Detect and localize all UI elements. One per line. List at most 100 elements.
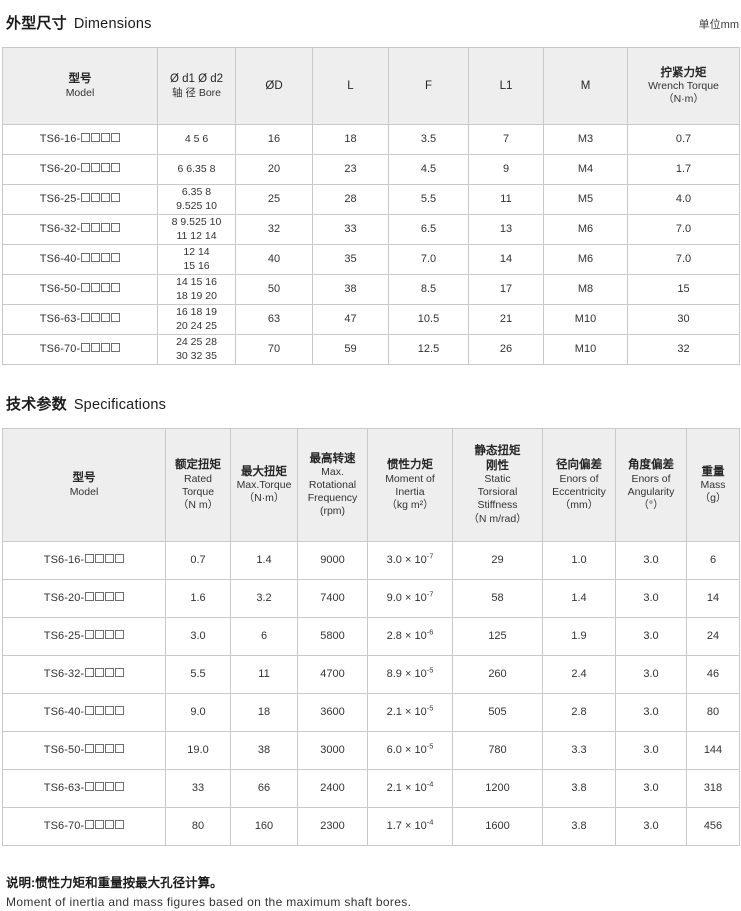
dimensions-col-f: F bbox=[388, 47, 469, 125]
model-name-cell: TS6-70- bbox=[2, 334, 158, 365]
table-row: TS6-63- 33 66 2400 2.1 × 10-4 1200 3.8 3.0 318 bbox=[2, 769, 740, 808]
l1-dimension-cell: 21 bbox=[468, 304, 544, 335]
specifications-title-cn: 技术参数 bbox=[6, 396, 67, 413]
dimensions-title-en: Dimensions bbox=[73, 16, 152, 32]
model-placeholder-square bbox=[115, 820, 125, 830]
l1-dimension-cell: 11 bbox=[468, 184, 544, 215]
dimensions-col-m: M bbox=[543, 47, 628, 125]
thread-size-cell: M3 bbox=[543, 124, 628, 155]
table-row: TS6-25- 6.35 8 9.525 10 25 28 5.5 11 M5 4.0 bbox=[2, 184, 740, 215]
dimensions-col-l1: L1 bbox=[468, 47, 544, 125]
outer-diameter-cell: 20 bbox=[235, 154, 313, 185]
model-placeholder-square bbox=[105, 744, 115, 754]
thread-size-cell: M8 bbox=[543, 274, 628, 305]
mass-cell: 144 bbox=[686, 731, 740, 770]
specifications-title-row: 技术参数 Specifications bbox=[0, 393, 741, 414]
model-placeholder-square bbox=[85, 554, 95, 564]
mass-cell: 46 bbox=[686, 655, 740, 694]
spec-sheet-page: 外型尺寸 Dimensions 单位mm 型号 Model Ø d1 Ø d2 轴… bbox=[0, 12, 741, 909]
f-dimension-cell: 8.5 bbox=[388, 274, 469, 305]
f-dimension-cell: 7.0 bbox=[388, 244, 469, 275]
f-dimension-cell: 4.5 bbox=[388, 154, 469, 185]
specifications-table: 型号 Model 额定扭矩 Rated Torque （N m） 最大扭矩 Max.Torqu… bbox=[2, 428, 740, 846]
max-torque-cell: 11 bbox=[230, 655, 298, 694]
spec-col-static-torsional-stiffness: 静态扭矩 刚性 Static Torsioral Stiffness （N m/rad） bbox=[452, 428, 543, 542]
eccentricity-cell: 1.9 bbox=[542, 617, 616, 656]
model-name-text: TS6-40- bbox=[43, 705, 85, 718]
model-name-text: TS6-25- bbox=[43, 629, 85, 642]
model-placeholder-square bbox=[95, 630, 105, 640]
wrench-torque-cell: 1.7 bbox=[627, 154, 740, 185]
rated-torque-cell: 33 bbox=[165, 769, 231, 808]
model-name-text: TS6-70- bbox=[39, 342, 81, 355]
eccentricity-cell: 3.8 bbox=[542, 807, 616, 846]
model-placeholder-square bbox=[91, 193, 101, 203]
model-placeholder-square bbox=[95, 706, 105, 716]
rated-torque-cell: 3.0 bbox=[165, 617, 231, 656]
model-name-cell: TS6-16- bbox=[2, 541, 166, 580]
model-placeholder-square bbox=[111, 283, 121, 293]
angularity-cell: 3.0 bbox=[615, 579, 687, 618]
l1-dimension-cell: 13 bbox=[468, 214, 544, 245]
table-row: TS6-50- 19.0 38 3000 6.0 × 10-5 780 3.3 3.0 144 bbox=[2, 731, 740, 770]
length-cell: 35 bbox=[312, 244, 389, 275]
model-placeholder-square bbox=[91, 313, 101, 323]
wrench-torque-cell: 7.0 bbox=[627, 244, 740, 275]
thread-size-cell: M6 bbox=[543, 244, 628, 275]
dimensions-title-row: 外型尺寸 Dimensions 单位mm bbox=[0, 12, 741, 33]
bore-cell: 12 14 15 16 bbox=[157, 244, 236, 275]
model-placeholder-square bbox=[115, 630, 125, 640]
model-placeholder-square bbox=[85, 592, 95, 602]
model-placeholder-square bbox=[115, 668, 125, 678]
model-placeholder-square bbox=[91, 163, 101, 173]
model-placeholder-square bbox=[115, 706, 125, 716]
rated-torque-cell: 1.6 bbox=[165, 579, 231, 618]
model-placeholder-square bbox=[95, 820, 105, 830]
eccentricity-cell: 3.8 bbox=[542, 769, 616, 808]
dimensions-col-wrench-torque: 拧紧力矩 Wrench Torque （N·m） bbox=[627, 47, 740, 125]
model-name-cell: TS6-70- bbox=[2, 807, 166, 846]
table-row: TS6-40- 9.0 18 3600 2.1 × 10-5 505 2.8 3.0 80 bbox=[2, 693, 740, 732]
model-name-text: TS6-40- bbox=[39, 252, 81, 265]
wrench-torque-cell: 15 bbox=[627, 274, 740, 305]
model-placeholder-square bbox=[85, 782, 95, 792]
model-placeholder-square bbox=[105, 820, 115, 830]
wrench-torque-cell: 32 bbox=[627, 334, 740, 365]
max-rotational-frequency-cell: 3000 bbox=[297, 731, 368, 770]
model-name-cell: TS6-32- bbox=[2, 655, 166, 694]
bore-cell: 24 25 28 30 32 35 bbox=[157, 334, 236, 365]
l1-dimension-cell: 17 bbox=[468, 274, 544, 305]
outer-diameter-cell: 63 bbox=[235, 304, 313, 335]
mass-cell: 456 bbox=[686, 807, 740, 846]
max-torque-cell: 3.2 bbox=[230, 579, 298, 618]
spec-col-eccentricity: 径向偏差 Enors of Eccentricity （mm） bbox=[542, 428, 616, 542]
model-placeholder-square bbox=[95, 592, 105, 602]
model-placeholder-square bbox=[81, 223, 91, 233]
spec-col-moment-of-inertia: 惯性力矩 Moment of Inertia （kg m²） bbox=[367, 428, 453, 542]
model-placeholder-square bbox=[91, 283, 101, 293]
model-placeholder-square bbox=[95, 782, 105, 792]
outer-diameter-cell: 70 bbox=[235, 334, 313, 365]
max-torque-cell: 160 bbox=[230, 807, 298, 846]
model-placeholder-square bbox=[85, 630, 95, 640]
bore-cell: 14 15 16 18 19 20 bbox=[157, 274, 236, 305]
model-placeholder-square bbox=[95, 668, 105, 678]
dimensions-unit-note: 单位mm bbox=[698, 19, 739, 31]
model-placeholder-square bbox=[101, 163, 111, 173]
wrench-torque-cell: 4.0 bbox=[627, 184, 740, 215]
model-placeholder-square bbox=[105, 554, 115, 564]
outer-diameter-cell: 40 bbox=[235, 244, 313, 275]
footer-note-cn: 说明:惯性力矩和重量按最大孔径计算。 bbox=[6, 876, 223, 890]
table-row: TS6-63- 16 18 19 20 24 25 63 47 10.5 21 M10 30 bbox=[2, 304, 740, 335]
f-dimension-cell: 12.5 bbox=[388, 334, 469, 365]
length-cell: 47 bbox=[312, 304, 389, 335]
dimensions-col-length-label: L bbox=[347, 79, 354, 92]
max-rotational-frequency-cell: 2400 bbox=[297, 769, 368, 808]
model-name-cell: TS6-25- bbox=[2, 617, 166, 656]
model-placeholder-square bbox=[91, 253, 101, 263]
l1-dimension-cell: 7 bbox=[468, 124, 544, 155]
dimensions-col-bore: Ø d1 Ø d2 轴 径 Bore bbox=[157, 47, 236, 125]
model-name-text: TS6-50- bbox=[39, 282, 81, 295]
model-name-text: TS6-32- bbox=[43, 667, 85, 680]
l1-dimension-cell: 26 bbox=[468, 334, 544, 365]
